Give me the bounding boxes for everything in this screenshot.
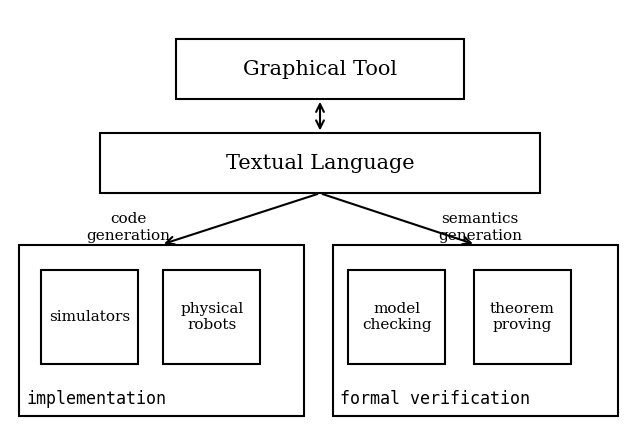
Text: Textual Language: Textual Language bbox=[226, 154, 414, 173]
Text: Graphical Tool: Graphical Tool bbox=[243, 59, 397, 78]
Text: implementation: implementation bbox=[26, 390, 166, 408]
Text: semantics
generation: semantics generation bbox=[438, 212, 522, 243]
Text: formal verification: formal verification bbox=[340, 390, 530, 408]
FancyBboxPatch shape bbox=[19, 244, 305, 416]
FancyBboxPatch shape bbox=[163, 270, 260, 364]
FancyBboxPatch shape bbox=[176, 39, 464, 99]
FancyBboxPatch shape bbox=[100, 133, 540, 193]
Text: code
generation: code generation bbox=[86, 212, 171, 243]
Text: model
checking: model checking bbox=[362, 302, 431, 332]
FancyBboxPatch shape bbox=[474, 270, 571, 364]
FancyBboxPatch shape bbox=[333, 244, 618, 416]
FancyBboxPatch shape bbox=[348, 270, 445, 364]
FancyBboxPatch shape bbox=[41, 270, 138, 364]
Text: theorem
proving: theorem proving bbox=[490, 302, 555, 332]
Text: simulators: simulators bbox=[49, 310, 130, 324]
Text: physical
robots: physical robots bbox=[180, 302, 243, 332]
